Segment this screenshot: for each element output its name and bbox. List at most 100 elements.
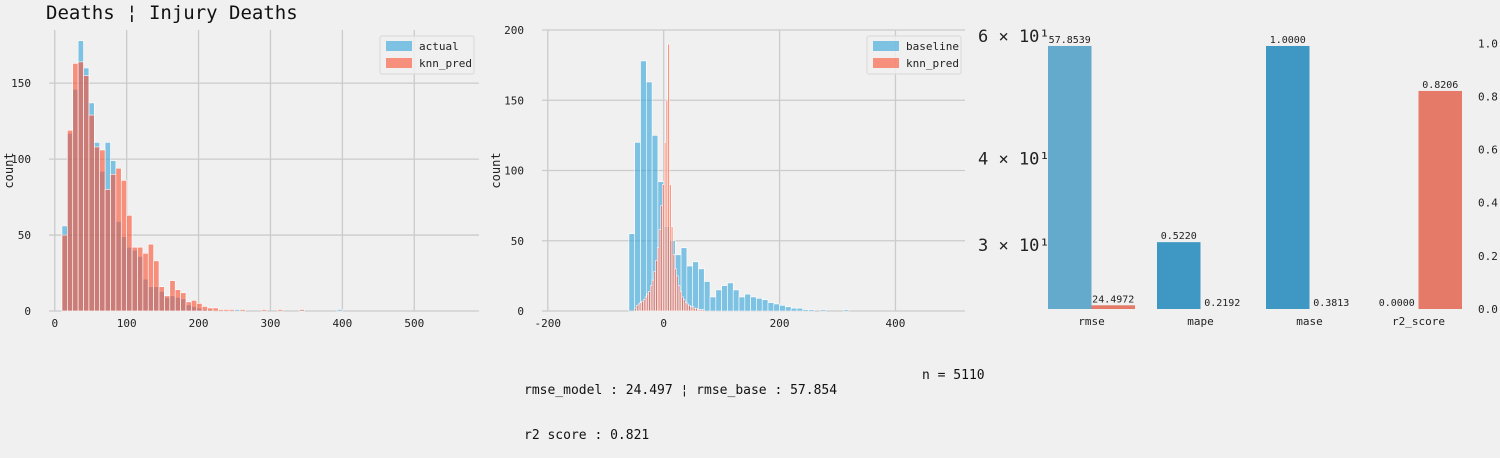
hist-bar-knn_pred: [72, 63, 79, 312]
y-axis-label: count: [489, 152, 503, 188]
y-axis-label: count: [2, 152, 16, 188]
right-axis-tick-label: 0.8: [1478, 90, 1498, 103]
bar-label-knn-pred: 0.2192: [1204, 298, 1240, 309]
hist-bar-knn_pred: [147, 243, 154, 312]
hist-bar-baseline: [703, 281, 711, 312]
bar-baseline-rmse: [1048, 45, 1092, 309]
bar-knn-pred-rmse: [1091, 305, 1135, 309]
hist-bar-baseline: [796, 307, 804, 312]
hist-bar-knn_pred: [115, 167, 122, 312]
left-axis-tick-label: 4 × 10¹: [978, 149, 1050, 169]
hist-bar-baseline: [790, 307, 798, 312]
hist-bar-knn_pred: [158, 286, 165, 312]
right-axis-tick-label: 0.2: [1478, 250, 1498, 263]
hist-bar-baseline: [628, 233, 636, 312]
x-tick-label: 0: [51, 317, 58, 330]
hist-bar-baseline: [721, 285, 728, 312]
bar-label-baseline: 0.5220: [1161, 231, 1197, 242]
hist-bar-baseline: [843, 309, 850, 312]
y-tick-label: 50: [18, 229, 31, 242]
hist-bar-baseline: [779, 305, 786, 312]
hist-bar-knn_pred: [185, 301, 192, 312]
x-tick-label: 100: [117, 317, 137, 330]
legend-swatch: [386, 41, 412, 51]
hist-bar-baseline: [634, 142, 641, 312]
hist-bar-baseline: [692, 261, 699, 312]
hist-bar-knn_pred: [88, 114, 95, 312]
bar-label-baseline: 1.0000: [1270, 35, 1306, 46]
hist-bar-knn_pred: [126, 215, 133, 312]
hist-bar-knn_pred: [239, 309, 246, 312]
hist-bar-baseline: [767, 302, 775, 312]
right-axis-tick-label: 0.4: [1478, 197, 1498, 210]
category-label: mape: [1187, 315, 1214, 328]
legend-label: knn_pred: [419, 57, 472, 70]
y-tick-label: 200: [504, 24, 524, 37]
hist-bar-baseline: [750, 296, 757, 312]
metrics-bar-chart: 6 × 10¹ 4 × 10¹ 3 × 10¹ 0.0 0.2 0.4 0.6 0.8 1.0 5…: [978, 27, 1498, 328]
hist-bar-baseline: [819, 309, 827, 312]
hist-bar-knn_pred: [169, 280, 176, 312]
hist-bar-baseline: [756, 298, 763, 312]
hist-bar-knn_pred: [142, 252, 149, 312]
hist-bar-actual: [336, 309, 343, 312]
hist-bar-baseline: [785, 306, 792, 312]
hist-bar-knn_pred: [218, 309, 225, 312]
bar-baseline-mape: [1157, 242, 1201, 309]
right-axis-tick-label: 1.0: [1478, 37, 1498, 50]
hist-bar-knn_pred: [104, 189, 111, 312]
x-tick-label: 0: [660, 317, 667, 330]
hist-bar-knn_pred: [191, 300, 198, 312]
hist-bar-knn_pred: [110, 173, 117, 312]
hist-bar-baseline: [808, 309, 815, 312]
legend-swatch: [873, 41, 899, 51]
category-label: mase: [1296, 315, 1323, 328]
left-axis-tick-label: 6 × 10¹: [978, 27, 1050, 47]
hist-bar-knn_pred: [667, 43, 670, 312]
x-tick-label: -200: [535, 317, 562, 330]
bar-label-knn-pred: 0.3813: [1313, 298, 1349, 309]
hist-bar-knn_pred: [212, 307, 219, 312]
x-tick-label: 500: [404, 317, 424, 330]
hist-bar-baseline: [761, 299, 769, 312]
right-axis-tick-label: 0.6: [1478, 144, 1498, 157]
hist-bar-knn_pred: [277, 309, 284, 312]
chart-title: Deaths ¦ Injury Deaths: [46, 2, 298, 24]
hist-bar-knn_pred: [196, 303, 203, 312]
hist-bar-baseline: [773, 303, 780, 312]
hist-bar-baseline: [744, 293, 751, 312]
y-tick-label: 150: [11, 77, 31, 90]
hist-bar-knn_pred: [120, 180, 127, 312]
bar-label-knn-pred: 24.4972: [1092, 294, 1134, 305]
x-tick-label: 400: [332, 317, 352, 330]
hist-bar-knn_pred: [228, 309, 235, 312]
category-label: rmse: [1078, 315, 1105, 328]
x-tick-label: 400: [886, 317, 906, 330]
charts-canvas: 0 100 200 300 400 500050100150countactualknn_…: [2, 24, 1498, 330]
hist-bar-baseline: [698, 268, 705, 312]
legend-label: knn_pred: [906, 57, 959, 70]
hist-bar-knn_pred: [298, 309, 305, 312]
footer-r2: r2 score : 0.821: [524, 428, 650, 443]
hist-bar-baseline: [738, 296, 746, 312]
legend-label: baseline: [906, 40, 959, 53]
hist-bar-knn_pred: [164, 295, 171, 312]
footer-rmse: rmse_model : 24.497 ¦ rmse_base : 57.854: [524, 383, 838, 398]
hist-bar-knn_pred: [131, 246, 138, 312]
y-tick-label: 100: [504, 165, 524, 178]
hist-bar-baseline: [802, 309, 809, 312]
footer-n: n = 5110: [922, 368, 985, 383]
right-axis-tick-label: 0.0: [1478, 303, 1498, 316]
hist-bar-knn_pred: [201, 306, 208, 312]
hist-bar-baseline: [715, 289, 722, 312]
hist-bar-knn_pred: [180, 292, 187, 312]
hist-bar-knn_pred: [702, 309, 705, 312]
hist-bar-actual: [234, 309, 241, 312]
y-tick-label: 0: [517, 305, 524, 318]
histogram-residuals: -200 0 200 400 0 50 100 150 200 count baseline knn_…: [489, 24, 965, 330]
hist-bar-baseline: [640, 60, 647, 312]
hist-bar-knn_pred: [174, 289, 181, 312]
hist-bar-knn_pred: [94, 146, 100, 312]
hist-bar-baseline: [709, 296, 717, 312]
hist-bar-knn_pred: [261, 309, 268, 312]
